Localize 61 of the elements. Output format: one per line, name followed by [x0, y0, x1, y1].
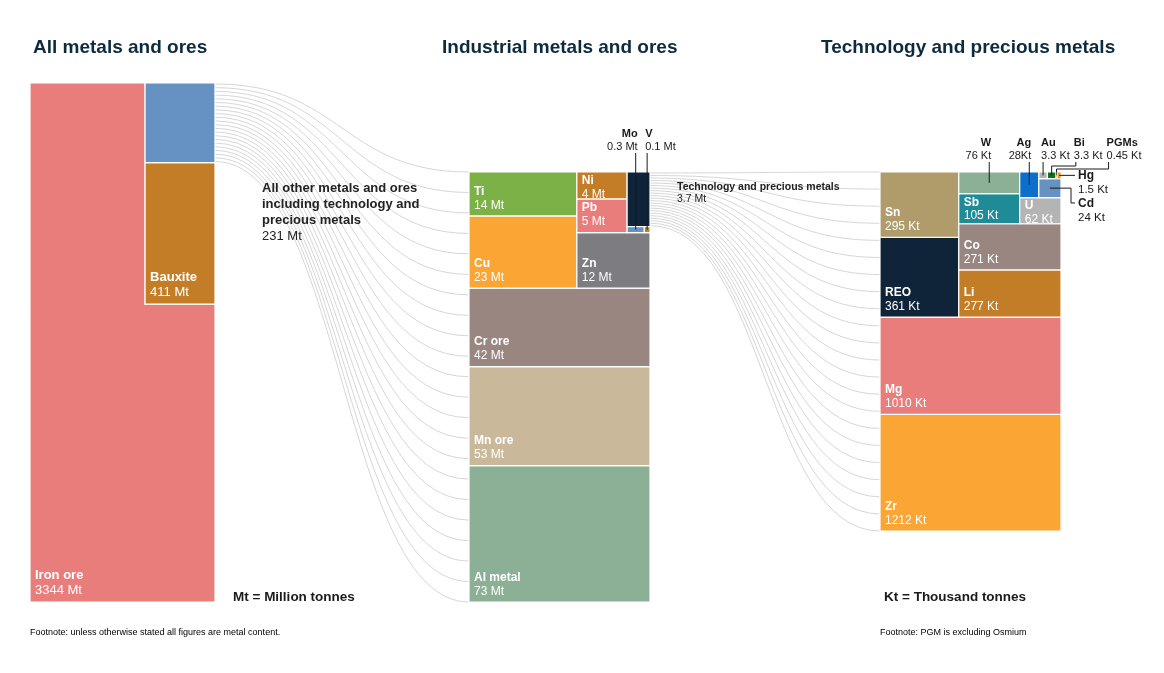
data-label: 0.45 Kt — [1106, 149, 1142, 161]
data-label: 23 Mt — [474, 269, 505, 284]
text: Footnote: unless otherwise stated all figures are metal content. — [30, 627, 281, 637]
category-label: Mn ore — [474, 433, 514, 448]
data-label: 295 Kt — [885, 218, 921, 233]
data-label: 105 Kt — [963, 208, 1000, 223]
category-label: Mo — [621, 127, 638, 139]
category-label: Technology and precious metals — [677, 180, 840, 192]
text: Footnote: PGM is excluding Osmium — [880, 627, 1027, 637]
text: Mt = Million tonnes — [233, 588, 355, 604]
data-label: 12 Mt — [581, 269, 613, 284]
data-label: 62 Kt — [1024, 212, 1054, 227]
category-label: Ni — [581, 172, 594, 187]
data-label: 14 Mt — [474, 197, 505, 212]
category-label: Al metal — [474, 569, 521, 584]
data-label: 0.1 Mt — [645, 140, 676, 152]
category-label: Au — [1041, 136, 1056, 148]
text: Industrial metals and ores — [442, 36, 678, 57]
data-label: 53 Mt — [474, 447, 505, 462]
category-label: W — [980, 136, 992, 148]
data-label: 24 Kt — [1078, 210, 1106, 223]
category-label: Sn — [885, 205, 901, 220]
data-label: 4 Mt — [581, 186, 606, 201]
category-label: Zn — [581, 255, 597, 270]
data-label: 271 Kt — [963, 251, 1000, 266]
category-label: U — [1024, 198, 1034, 213]
data-label: 76 Kt — [965, 149, 992, 161]
data-label: 0.3 Mt — [607, 140, 638, 152]
data-label: 1010 Kt — [885, 395, 928, 410]
data-label: 73 Mt — [474, 583, 505, 598]
category-label: Ag — [1016, 136, 1032, 148]
category-label: PGMs — [1106, 136, 1138, 148]
text: All metals and ores — [33, 36, 208, 57]
data-label: 1212 Kt — [885, 512, 928, 527]
category-label: Zr — [885, 498, 898, 513]
data-label: 361 Kt — [885, 298, 921, 313]
data-label: 277 Kt — [963, 298, 1000, 313]
category-label: Sb — [963, 194, 980, 209]
data-label: 42 Mt — [474, 348, 505, 363]
data-label: 3.7 Mt — [677, 192, 707, 204]
data-label: 3.3 Kt — [1073, 149, 1103, 161]
category-label: Mg — [885, 382, 903, 397]
category-label: Co — [963, 237, 980, 252]
text: Kt = Thousand tonnes — [884, 588, 1027, 604]
data-label: 28Kt — [1008, 149, 1032, 161]
category-label: Cd — [1078, 195, 1094, 210]
category-label: Li — [963, 284, 975, 299]
data-label: 3.3 Kt — [1041, 149, 1070, 161]
category-label: Cr ore — [474, 334, 510, 349]
category-label: All other metals and ores including technology and precious metals — [262, 179, 420, 227]
data-label: 5 Mt — [581, 214, 606, 229]
data-label: 231 Mt — [262, 227, 303, 243]
category-label: Cu — [474, 255, 490, 270]
category-label: Ti — [474, 183, 485, 198]
category-label: Pb — [581, 200, 598, 215]
data-label: 1.5 Kt — [1078, 183, 1109, 196]
category-label: Bi — [1073, 136, 1085, 148]
text: Technology and precious metals — [821, 36, 1116, 57]
category-label: Hg — [1078, 168, 1094, 183]
category-label: REO — [885, 284, 912, 299]
category-label: V — [645, 127, 654, 139]
